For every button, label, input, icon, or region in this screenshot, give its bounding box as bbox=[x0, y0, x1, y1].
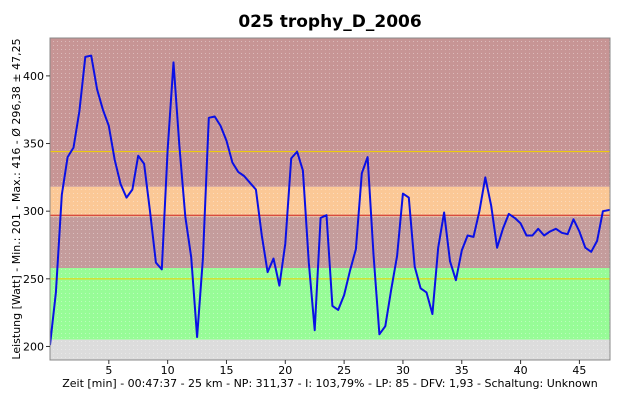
chart-title: 025 trophy_D_2006 bbox=[238, 12, 421, 32]
series-layer bbox=[50, 54, 610, 346]
x-axis-label: Zeit [min] - 00:47:37 - 25 km - NP: 311,… bbox=[62, 377, 598, 390]
x-tick-label-10: 10 bbox=[161, 364, 175, 377]
power-zone-texture-5 bbox=[50, 339, 610, 360]
y-axis-ticks: 200 250 300 350 400 bbox=[23, 70, 50, 353]
x-tick-label-15: 15 bbox=[219, 364, 233, 377]
y-tick-label-300: 300 bbox=[23, 205, 44, 218]
y-tick-label-400: 400 bbox=[23, 70, 44, 83]
y-tick-label-200: 200 bbox=[23, 340, 44, 353]
x-axis-ticks: 5 10 15 20 25 30 35 40 45 bbox=[105, 360, 586, 377]
x-tick-label-5: 5 bbox=[105, 364, 112, 377]
x-tick-label-20: 20 bbox=[278, 364, 292, 377]
x-tick-label-40: 40 bbox=[514, 364, 528, 377]
power-zone-texture-2 bbox=[50, 186, 610, 217]
x-tick-label-30: 30 bbox=[396, 364, 410, 377]
y-tick-label-250: 250 bbox=[23, 273, 44, 286]
power-zones bbox=[50, 38, 610, 360]
y-axis-label: Leistung [Watt] - Min.: 201 - Max.: 416 … bbox=[10, 38, 23, 359]
x-tick-label-25: 25 bbox=[337, 364, 351, 377]
y-tick-label-350: 350 bbox=[23, 138, 44, 151]
plot-border bbox=[49, 37, 611, 361]
x-tick-label-45: 45 bbox=[572, 364, 586, 377]
x-tick-label-35: 35 bbox=[455, 364, 469, 377]
power-zone-texture-1 bbox=[50, 38, 610, 187]
power-line-series-1 bbox=[50, 54, 610, 346]
